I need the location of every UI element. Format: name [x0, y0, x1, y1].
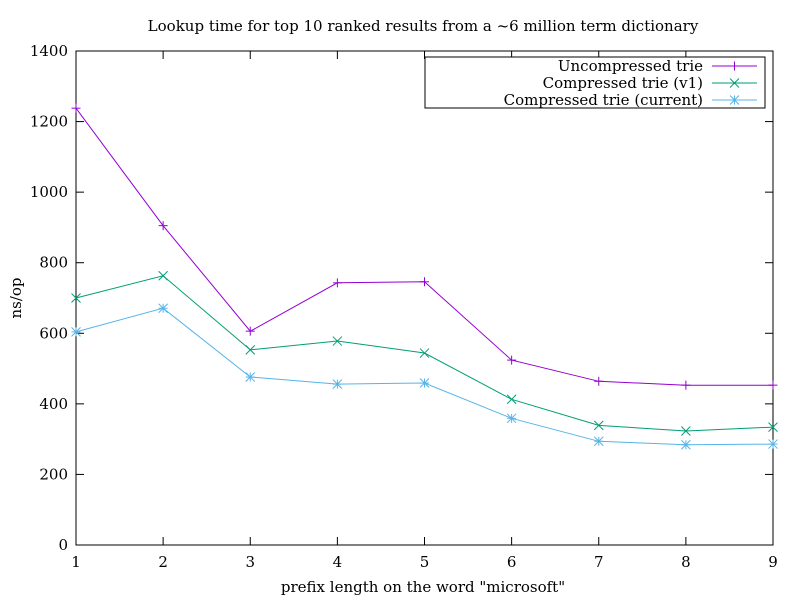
chart-title: Lookup time for top 10 ranked results fr… [148, 17, 699, 35]
x-tick-label: 9 [768, 553, 778, 571]
y-tick-label: 1200 [30, 113, 68, 131]
y-tick-label: 800 [39, 254, 68, 272]
series-line [75, 107, 773, 386]
legend-box [424, 56, 766, 109]
data-point [681, 439, 691, 450]
data-point [245, 345, 256, 355]
data-point [681, 426, 691, 436]
y-tick-label: 1400 [30, 42, 68, 60]
data-point [730, 61, 739, 71]
series-layer [71, 103, 778, 450]
data-point [158, 221, 168, 231]
data-point [729, 78, 740, 88]
data-point [768, 380, 778, 390]
x-tick-label: 4 [333, 553, 343, 571]
data-point [245, 372, 256, 382]
x-tick-label: 7 [594, 553, 604, 571]
legend-label: Compressed trie (v1) [543, 74, 703, 92]
x-tick-label: 6 [507, 553, 517, 571]
y-tick-label: 600 [39, 324, 68, 342]
data-point [768, 439, 778, 449]
y-tick-label: 0 [58, 536, 68, 554]
legend-label: Uncompressed trie [558, 57, 703, 75]
y-tick-label: 1000 [30, 183, 68, 201]
data-point [507, 355, 517, 365]
data-point [332, 336, 343, 346]
x-tick-label: 8 [681, 553, 691, 571]
data-point [420, 277, 429, 287]
data-point [594, 376, 604, 386]
data-point [593, 436, 604, 447]
series [71, 303, 778, 450]
x-axis: 1 2 3 4 5 6 7 8 9 [71, 51, 778, 571]
data-point [593, 420, 604, 431]
data-point [71, 327, 81, 337]
series [71, 103, 778, 390]
plot-frame [75, 50, 774, 546]
series-line [75, 307, 774, 446]
x-axis-label: prefix length on the word "microsoft" [281, 578, 565, 596]
data-point [245, 326, 255, 336]
data-point [506, 394, 517, 405]
y-axis-label: ns/op [7, 277, 25, 318]
data-point [768, 422, 778, 432]
series [71, 270, 778, 436]
y-tick-label: 200 [39, 465, 68, 483]
data-point [158, 303, 168, 314]
x-tick-label: 1 [71, 553, 81, 571]
x-tick-label: 3 [245, 553, 255, 571]
data-point [332, 379, 343, 389]
x-tick-label: 5 [420, 553, 430, 571]
data-point [158, 270, 168, 281]
data-point [729, 95, 740, 105]
data-point [681, 380, 691, 390]
data-point [332, 278, 342, 288]
y-axis: 0 200 400 600 800 1000 1200 1400 [30, 42, 773, 554]
legend-label: Compressed trie (current) [504, 91, 703, 109]
data-point [419, 348, 430, 358]
data-point [506, 413, 517, 424]
data-point [71, 293, 81, 303]
data-point [419, 378, 430, 388]
y-tick-label: 400 [39, 395, 68, 413]
plot-area: 0 200 400 600 800 1000 1200 1400 1 2 3 4 5 6 7 8 9 [30, 42, 778, 571]
data-point [71, 103, 81, 113]
x-tick-label: 2 [158, 553, 168, 571]
